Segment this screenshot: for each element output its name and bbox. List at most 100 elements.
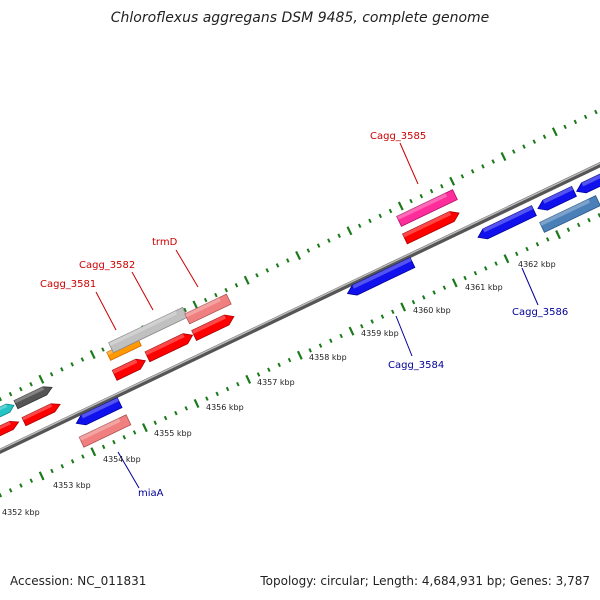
feature-blue-right-c[interactable]: [574, 171, 600, 197]
upper-track-tick: [49, 372, 54, 377]
gene-label-cagg-3582[interactable]: Cagg_3582: [79, 260, 135, 271]
upper-track-tick: [481, 164, 485, 169]
lower-track-tick: [236, 381, 240, 387]
feature-trmd-red[interactable]: [191, 312, 236, 341]
lower-track-tick: [184, 406, 188, 411]
lower-track-tick: [329, 338, 333, 343]
lower-track-tick: [50, 468, 54, 474]
label-leader-lines: [95, 142, 539, 489]
leader-line-cagg-3585: [399, 142, 419, 185]
leader-line-trmd: [175, 249, 199, 288]
lower-track-tick: [348, 326, 355, 336]
lower-track-tick: [163, 415, 168, 421]
upper-track-tick: [551, 127, 558, 137]
feature-cagg-3584[interactable]: [345, 256, 416, 299]
gene-label-cagg-3586[interactable]: Cagg_3586: [512, 307, 568, 318]
upper-track-tick: [80, 357, 85, 362]
genome-title: Chloroflexus aggregans DSM 9485, complet…: [110, 10, 490, 26]
scale-label-4360: 4360 kbp: [413, 306, 451, 315]
upper-track-tick: [594, 109, 598, 115]
feature-red-left-b[interactable]: [21, 400, 62, 427]
upper-track-tick: [89, 349, 96, 360]
lower-track-tick: [451, 278, 458, 288]
lower-track-tick: [287, 357, 292, 363]
upper-track-tick: [29, 381, 33, 387]
upper-track-tick: [192, 300, 199, 310]
scale-label-4355: 4355 kbp: [154, 429, 192, 438]
upper-track-tick: [346, 226, 353, 236]
gene-label-cagg-3585[interactable]: Cagg_3585: [370, 131, 426, 142]
lower-track-tick: [576, 222, 581, 228]
lower-track-tick: [29, 478, 34, 483]
gene-label-trmd[interactable]: trmD: [152, 237, 178, 248]
feature-cagg-3585-red[interactable]: [402, 208, 462, 245]
scale-label-4356: 4356 kbp: [206, 403, 244, 412]
lower-track-tick: [296, 350, 303, 360]
upper-track-tick: [491, 159, 495, 164]
feature-dark-gray-left[interactable]: [13, 383, 54, 410]
feature-blue-right-a[interactable]: [476, 205, 537, 243]
scale-label-4362: 4362 kbp: [518, 260, 556, 269]
lower-track-tick: [566, 227, 571, 233]
scale-labels: 4352 kbp 4353 kbp 4354 kbp 4355 kbp 4356…: [2, 260, 556, 517]
leader-line-cagg-3581: [95, 291, 117, 331]
gene-labels: Cagg_3581 Cagg_3582 trmD Cagg_3585 miaA …: [40, 131, 568, 499]
feature-trmd-pink[interactable]: [184, 293, 232, 325]
lower-track-tick: [81, 454, 85, 459]
lower-track-tick: [122, 435, 127, 440]
upper-track-tick: [275, 263, 280, 268]
lower-track-tick: [525, 246, 529, 252]
upper-track-tick: [224, 287, 228, 293]
upper-track-tick: [286, 258, 290, 263]
scale-label-4354: 4354 kbp: [103, 455, 141, 464]
upper-track-tick: [38, 374, 45, 384]
gene-label-cagg-3581[interactable]: Cagg_3581: [40, 279, 96, 290]
leader-line-cagg-3584: [395, 315, 413, 357]
accession-text: Accession: NC_011831: [10, 574, 147, 588]
gene-label-miaa[interactable]: miaA: [138, 488, 164, 499]
upper-track-tick: [337, 233, 341, 238]
feature-pink-lower[interactable]: [78, 414, 132, 448]
lower-track-tick: [318, 343, 323, 348]
lower-track-tick: [70, 459, 75, 464]
lower-track-tick: [153, 420, 158, 426]
upper-track-tick: [429, 188, 434, 194]
feature-cagg-3585-magenta[interactable]: [396, 189, 458, 227]
lower-track-tick: [422, 295, 426, 300]
lower-track-tick: [442, 285, 447, 290]
lower-track-tick: [277, 362, 281, 368]
feature-cyan-left[interactable]: [0, 401, 16, 420]
upper-track-tick: [19, 386, 23, 392]
lower-track-tick: [370, 319, 374, 324]
feature-cagg-3582-red[interactable]: [144, 330, 195, 363]
upper-track-tick: [327, 238, 331, 243]
upper-track-tick: [449, 176, 456, 186]
lower-track-tick: [400, 302, 407, 312]
lower-track-tick: [60, 463, 65, 469]
scale-label-4353: 4353 kbp: [53, 481, 91, 490]
lower-track-tick: [112, 439, 116, 445]
genome-stats-text: Topology: circular; Length: 4,684,931 bp…: [260, 574, 590, 588]
upper-track-tick: [234, 282, 239, 288]
lower-track-tick: [555, 230, 561, 240]
scale-label-4352: 4352 kbp: [2, 508, 40, 517]
feature-cagg-3581-red[interactable]: [111, 356, 147, 381]
lower-track-tick: [587, 217, 591, 223]
upper-track-tick: [214, 292, 218, 298]
upper-track-tick: [409, 198, 413, 204]
lower-track-tick: [514, 251, 519, 257]
upper-track-tick: [8, 391, 13, 397]
feature-red-left-a[interactable]: [0, 418, 21, 439]
feature-cagg-3586[interactable]: [539, 195, 600, 233]
feature-blue-right-b[interactable]: [536, 185, 577, 213]
scale-label-4361: 4361 kbp: [465, 283, 503, 292]
upper-track-tick: [460, 174, 465, 179]
upper-track-tick: [500, 151, 507, 162]
lower-track-tick: [132, 430, 137, 435]
lower-track-tick: [38, 471, 45, 481]
feature-miaa[interactable]: [74, 397, 123, 429]
lower-track-tick: [494, 261, 498, 266]
upper-track-tick: [511, 149, 516, 154]
upper-track-tick: [470, 169, 475, 174]
gene-label-cagg-3584[interactable]: Cagg_3584: [388, 360, 444, 371]
